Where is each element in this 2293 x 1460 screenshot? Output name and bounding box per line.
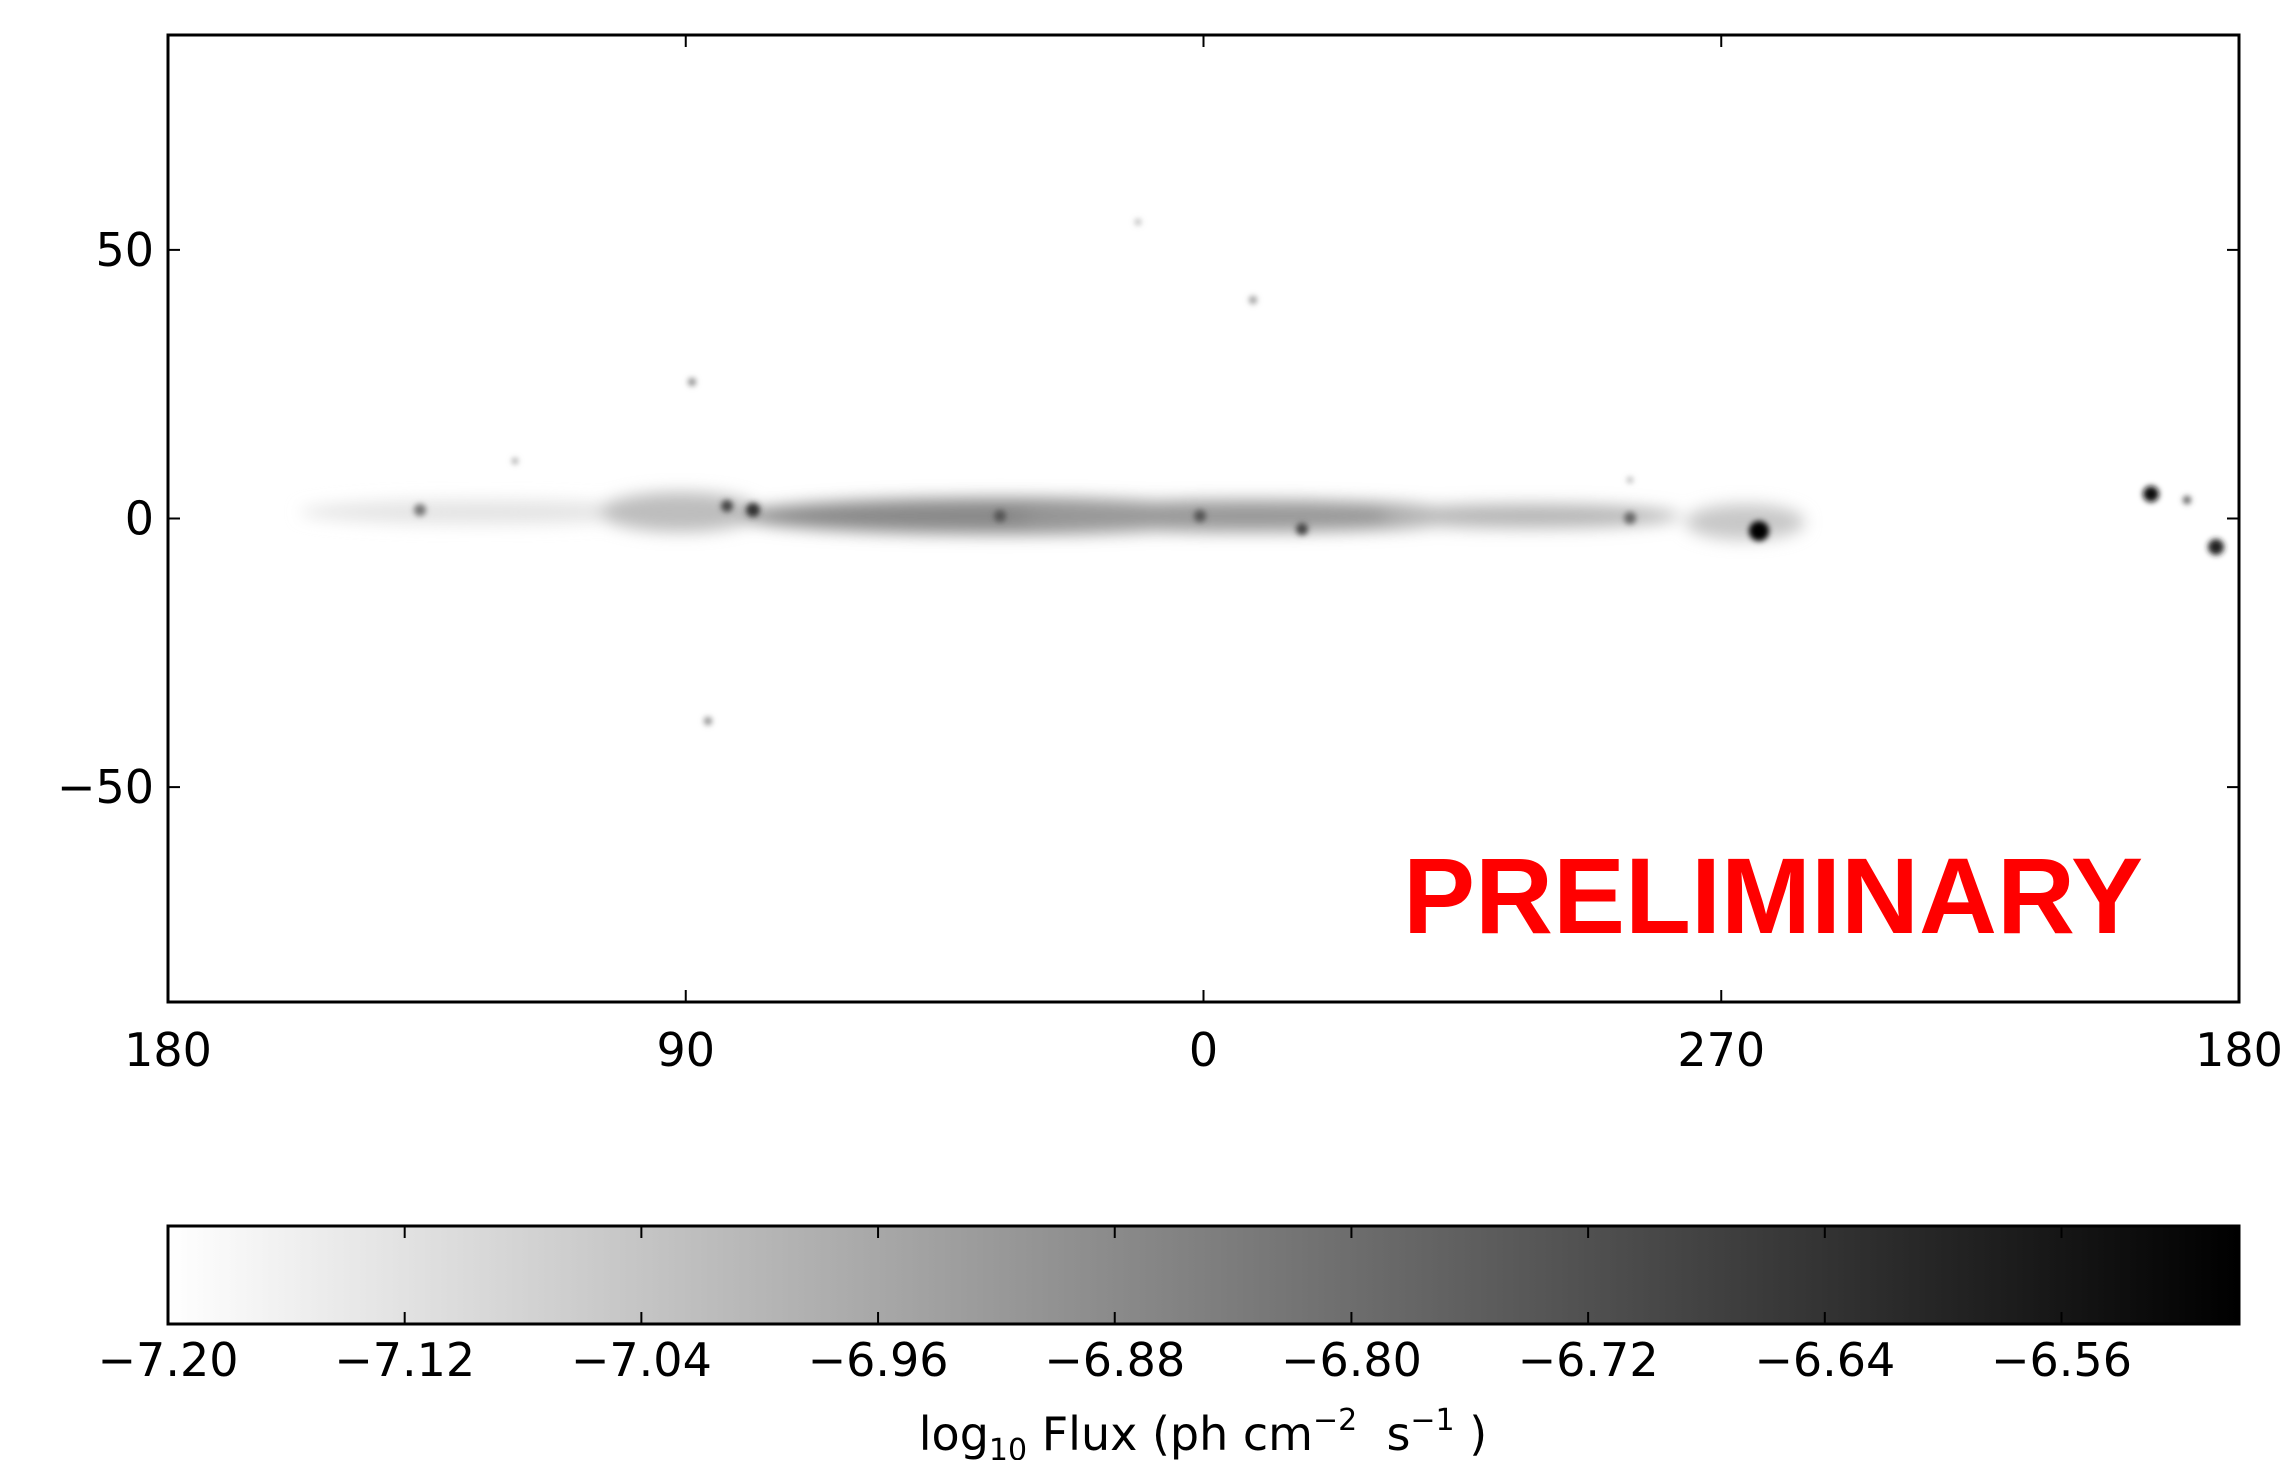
colorbar-tick-label: −6.88 [1044, 1333, 1185, 1387]
colorbar-tick-label: −7.12 [334, 1333, 475, 1387]
label-part: log [919, 1407, 989, 1460]
label-superscript: −1 [1410, 1403, 1454, 1438]
colorbar-tick-label: −6.96 [808, 1333, 949, 1387]
point-sources [414, 219, 2224, 725]
colorbar-tick-label: −6.80 [1281, 1333, 1422, 1387]
x-tick-label: 0 [1189, 1023, 1218, 1077]
colorbar [166, 1224, 2241, 1326]
colorbar-tick-label: −7.20 [98, 1333, 239, 1387]
colorbar-tick-label: −6.56 [1991, 1333, 2132, 1387]
label-superscript: −2 [1313, 1403, 1357, 1438]
x-tick-label: 270 [1677, 1023, 1765, 1077]
label-part: ) [1455, 1407, 1488, 1460]
colorbar-tick-label: −6.64 [1754, 1333, 1895, 1387]
x-tick-label: 90 [656, 1023, 715, 1077]
label-part: Flux (ph cm [1027, 1407, 1313, 1460]
sky-map [300, 219, 2224, 725]
colorbar-tick-label: −7.04 [571, 1333, 712, 1387]
x-tick-label: 180 [2195, 1023, 2283, 1077]
x-tick-label: 180 [124, 1023, 212, 1077]
y-tick-label: −50 [57, 760, 154, 814]
y-tick-label: 50 [95, 223, 154, 277]
colorbar-label: log10 Flux (ph cm−2 s−1 ) [919, 1403, 1487, 1460]
colorbar-tick-label: −6.72 [1518, 1333, 1659, 1387]
label-part: s [1357, 1407, 1410, 1460]
label-subscript: 10 [989, 1433, 1027, 1460]
y-tick-label: 0 [125, 492, 154, 546]
preliminary-annotation: PRELIMINARY [1403, 835, 2143, 956]
